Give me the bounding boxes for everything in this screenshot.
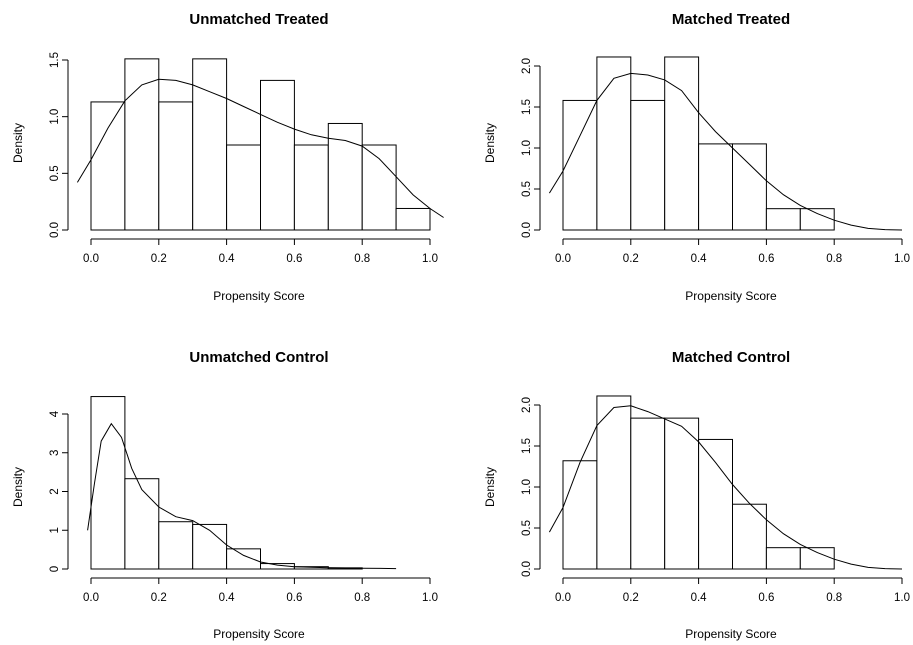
histogram-bar [732, 143, 767, 231]
y-tick-label: 3 [49, 450, 61, 456]
histogram-bar [799, 547, 835, 570]
y-tick-label: 1.0 [521, 479, 533, 495]
histogram-bar [562, 99, 598, 231]
x-tick-label: 0.4 [219, 253, 236, 265]
x-axis-label: Propensity Score [213, 627, 305, 641]
panel-title: Matched Control [672, 349, 790, 366]
x-tick-label: 0.0 [83, 253, 99, 265]
density-curve [76, 78, 444, 218]
x-tick-label: 0.2 [623, 253, 639, 265]
x-tick-label: 0.4 [691, 253, 708, 265]
histogram-bar [562, 460, 598, 570]
histogram-bar [124, 58, 160, 231]
x-tick-label: 0.6 [758, 253, 774, 265]
y-tick-label: 1.0 [49, 109, 61, 125]
density-curve [548, 405, 903, 570]
x-tick-label: 0.2 [151, 253, 167, 265]
x-axis-label: Propensity Score [213, 289, 305, 303]
histogram-bar [293, 144, 329, 231]
histogram-bar [226, 548, 262, 570]
panel-title: Unmatched Treated [189, 11, 328, 28]
x-tick-label: 1.0 [422, 253, 438, 265]
histogram-bar [158, 521, 194, 570]
x-tick-label: 0.8 [354, 253, 370, 265]
x-tick-label: 0.6 [286, 592, 302, 604]
y-tick-label: 2 [49, 488, 61, 494]
histogram-bar [90, 396, 126, 570]
y-tick-label: 2.0 [521, 58, 533, 74]
x-tick-label: 1.0 [894, 253, 910, 265]
x-axis-label: Propensity Score [685, 289, 777, 303]
y-tick-label: 0.0 [521, 561, 533, 577]
x-tick-label: 0.4 [219, 592, 236, 604]
y-axis-label: Density [483, 123, 497, 163]
y-axis-label: Density [11, 123, 25, 163]
x-tick-label: 0.8 [354, 592, 370, 604]
histogram-bar [124, 478, 160, 570]
histogram-bar [664, 417, 700, 570]
histogram-bar [361, 144, 397, 231]
histogram-bar [630, 417, 666, 570]
y-tick-label: 1.0 [521, 140, 533, 156]
x-tick-label: 0.8 [826, 253, 842, 265]
histogram-bar [260, 79, 295, 231]
y-tick-label: 1.5 [49, 52, 61, 68]
histogram-bar [158, 101, 194, 231]
histogram-bar [698, 438, 733, 570]
y-tick-label: 1.5 [521, 99, 533, 115]
x-tick-label: 0.8 [826, 592, 842, 604]
y-tick-label: 0.0 [49, 222, 61, 238]
y-tick-label: 0.5 [521, 520, 533, 536]
histogram-bar [327, 122, 363, 231]
histogram-bar [732, 503, 767, 570]
histogram-bar [395, 207, 431, 231]
y-tick-label: 2.0 [521, 397, 533, 413]
x-tick-label: 0.0 [555, 592, 571, 604]
y-tick-label: 0.0 [521, 222, 533, 238]
y-tick-label: 0 [49, 566, 61, 572]
histogram-bar [765, 547, 801, 570]
x-tick-label: 0.0 [555, 253, 571, 265]
x-tick-label: 1.0 [422, 592, 438, 604]
histogram-bar [90, 101, 126, 231]
panel-matched-treated: Matched Treated Propensity Score Density… [483, 11, 910, 303]
histogram-bar [596, 395, 632, 570]
y-tick-label: 0.5 [521, 181, 533, 197]
histogram-bar [664, 56, 700, 231]
panel-unmatched-control: Unmatched Control Propensity Score Densi… [11, 349, 438, 641]
panel-title: Unmatched Control [189, 349, 328, 366]
x-axis-label: Propensity Score [685, 627, 777, 641]
x-tick-label: 1.0 [894, 592, 910, 604]
y-tick-label: 4 [49, 410, 61, 417]
histogram-bar [765, 208, 801, 231]
x-tick-label: 0.2 [623, 592, 639, 604]
x-tick-label: 0.4 [691, 592, 708, 604]
histogram-bar [192, 58, 228, 231]
panel-title: Matched Treated [672, 11, 790, 28]
y-tick-label: 1 [49, 527, 61, 533]
y-tick-label: 0.5 [49, 165, 61, 181]
y-axis-label: Density [483, 467, 497, 507]
histogram-bar [192, 523, 228, 570]
histogram-bar [698, 143, 733, 231]
y-axis-label: Density [11, 467, 25, 507]
x-tick-label: 0.6 [758, 592, 774, 604]
histogram-bar [226, 144, 262, 231]
histogram-bar [596, 56, 632, 231]
x-tick-label: 0.6 [286, 253, 302, 265]
panel-unmatched-treated: Unmatched Treated Propensity Score Densi… [11, 11, 444, 303]
y-tick-label: 1.5 [521, 438, 533, 454]
density-curve [548, 72, 903, 231]
x-tick-label: 0.2 [151, 592, 167, 604]
density-curve [87, 422, 397, 570]
histogram-bar [799, 208, 835, 231]
x-tick-label: 0.0 [83, 592, 99, 604]
panel-matched-control: Matched Control Propensity Score Density… [483, 349, 910, 641]
histogram-bar [630, 99, 666, 231]
